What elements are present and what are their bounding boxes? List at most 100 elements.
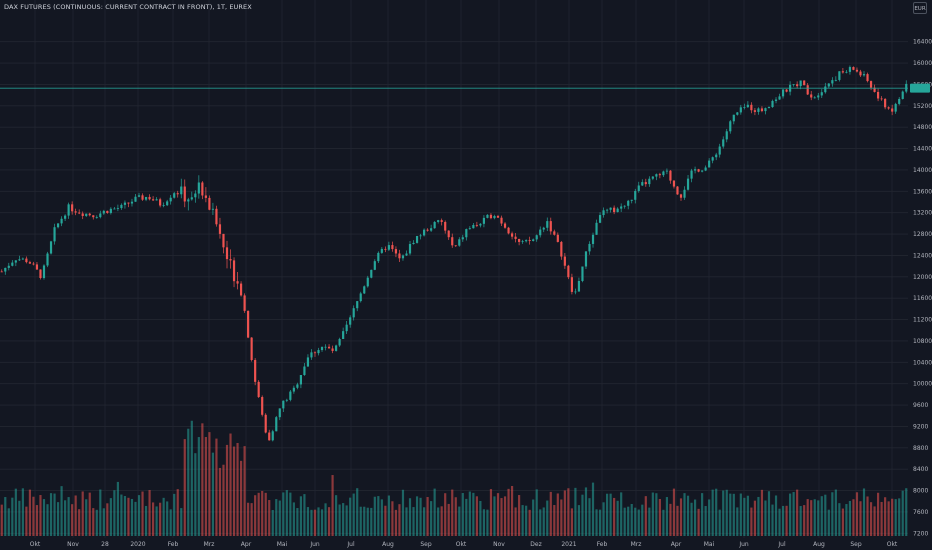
volume-bar bbox=[535, 489, 538, 536]
x-tick-label: Mai bbox=[704, 541, 715, 548]
volume-bar bbox=[894, 499, 897, 536]
volume-bar bbox=[862, 488, 866, 536]
volume-bar bbox=[574, 487, 577, 536]
candle-body bbox=[901, 91, 904, 99]
candle-body bbox=[581, 266, 584, 281]
candle-body bbox=[672, 180, 676, 187]
volume-bar bbox=[503, 496, 507, 536]
volume-bar bbox=[218, 467, 222, 536]
volume-bar bbox=[327, 507, 331, 536]
y-tick-label: 16000 bbox=[913, 60, 932, 67]
x-tick-label: Okt bbox=[456, 541, 467, 548]
x-tick-label: Sep bbox=[420, 541, 432, 548]
candle-body bbox=[359, 293, 362, 302]
candle-body bbox=[356, 301, 359, 309]
volume-bar bbox=[859, 501, 862, 536]
candle-body bbox=[366, 277, 369, 287]
candle-body bbox=[349, 317, 352, 325]
candle-body bbox=[408, 244, 412, 254]
candle-body bbox=[239, 283, 243, 296]
volume-bar bbox=[616, 500, 619, 536]
y-tick-label: 7600 bbox=[913, 509, 928, 516]
candle-body bbox=[317, 350, 320, 354]
candle-body bbox=[465, 229, 468, 238]
currency-badge[interactable]: EUR bbox=[913, 2, 927, 14]
volume-bar bbox=[500, 498, 503, 536]
candle-body bbox=[634, 190, 637, 200]
volume-bar bbox=[715, 488, 718, 536]
volume-bar bbox=[841, 508, 844, 536]
volume-bar bbox=[778, 508, 781, 536]
candle-body bbox=[303, 366, 306, 375]
candle-body bbox=[539, 229, 542, 236]
volume-bar bbox=[598, 509, 602, 536]
candle-body bbox=[574, 291, 577, 293]
candle-body bbox=[803, 80, 806, 86]
volume-bar bbox=[39, 495, 42, 536]
volume-bar bbox=[690, 502, 693, 536]
volume-bar bbox=[289, 492, 292, 536]
candle-body bbox=[894, 103, 897, 112]
volume-bar bbox=[679, 498, 683, 536]
volume-bar bbox=[349, 497, 352, 536]
volume-bar bbox=[869, 502, 873, 536]
volume-bar bbox=[542, 507, 545, 536]
volume-bar bbox=[116, 481, 119, 536]
volume-bar bbox=[141, 491, 144, 536]
candle-body bbox=[130, 201, 134, 204]
volume-bar bbox=[739, 493, 742, 536]
volume-bar bbox=[4, 497, 7, 536]
volume-bar bbox=[345, 505, 348, 536]
candle-body bbox=[869, 81, 873, 88]
candle-body bbox=[655, 174, 658, 177]
volume-bar bbox=[447, 503, 450, 536]
volume-bar bbox=[208, 432, 211, 536]
volume-bar bbox=[292, 502, 295, 536]
candle-body bbox=[810, 94, 813, 98]
candle-body bbox=[120, 204, 123, 209]
candle-body bbox=[25, 258, 28, 263]
volume-bar bbox=[106, 503, 109, 536]
y-tick-label: 8000 bbox=[913, 488, 928, 495]
volume-bar bbox=[18, 500, 21, 536]
y-tick-label: 11600 bbox=[913, 295, 932, 302]
volume-bar bbox=[99, 489, 102, 536]
volume-bar bbox=[806, 499, 809, 536]
volume-bar bbox=[848, 500, 852, 536]
candle-body bbox=[855, 69, 859, 72]
volume-bar bbox=[789, 493, 792, 536]
candle-body bbox=[567, 265, 570, 278]
volume-bar bbox=[387, 495, 390, 536]
x-tick-label: Jun bbox=[309, 541, 320, 548]
candle-body bbox=[697, 169, 700, 172]
candle-body bbox=[46, 253, 49, 266]
volume-bar bbox=[898, 498, 901, 536]
volume-bar bbox=[781, 505, 785, 536]
volume-bar bbox=[430, 501, 433, 536]
y-tick-label: 10400 bbox=[913, 359, 932, 366]
y-tick-label: 9200 bbox=[913, 423, 928, 430]
candle-body bbox=[746, 104, 749, 108]
candle-body bbox=[704, 167, 707, 171]
candle-body bbox=[310, 352, 313, 358]
candle-body bbox=[21, 258, 24, 260]
volume-bar bbox=[229, 433, 232, 536]
candle-body bbox=[711, 157, 714, 161]
y-axis: 7200 7600 8000 8400 8800 9200 9600 10000 10400 10… bbox=[913, 39, 932, 538]
candle-body bbox=[708, 160, 711, 168]
candle-body bbox=[257, 381, 260, 398]
volume-bar bbox=[817, 500, 820, 536]
volume-bar bbox=[697, 508, 700, 536]
candle-body bbox=[320, 346, 324, 351]
volume-bar bbox=[489, 489, 493, 536]
volume-bar bbox=[525, 505, 528, 536]
candle-body bbox=[898, 98, 901, 104]
volume-bar bbox=[187, 428, 190, 536]
volume-bar bbox=[905, 488, 908, 536]
candle-body bbox=[430, 228, 433, 231]
candle-body bbox=[176, 193, 179, 195]
candle-body bbox=[493, 215, 496, 219]
candle-body bbox=[542, 227, 545, 230]
candle-body bbox=[764, 108, 767, 112]
